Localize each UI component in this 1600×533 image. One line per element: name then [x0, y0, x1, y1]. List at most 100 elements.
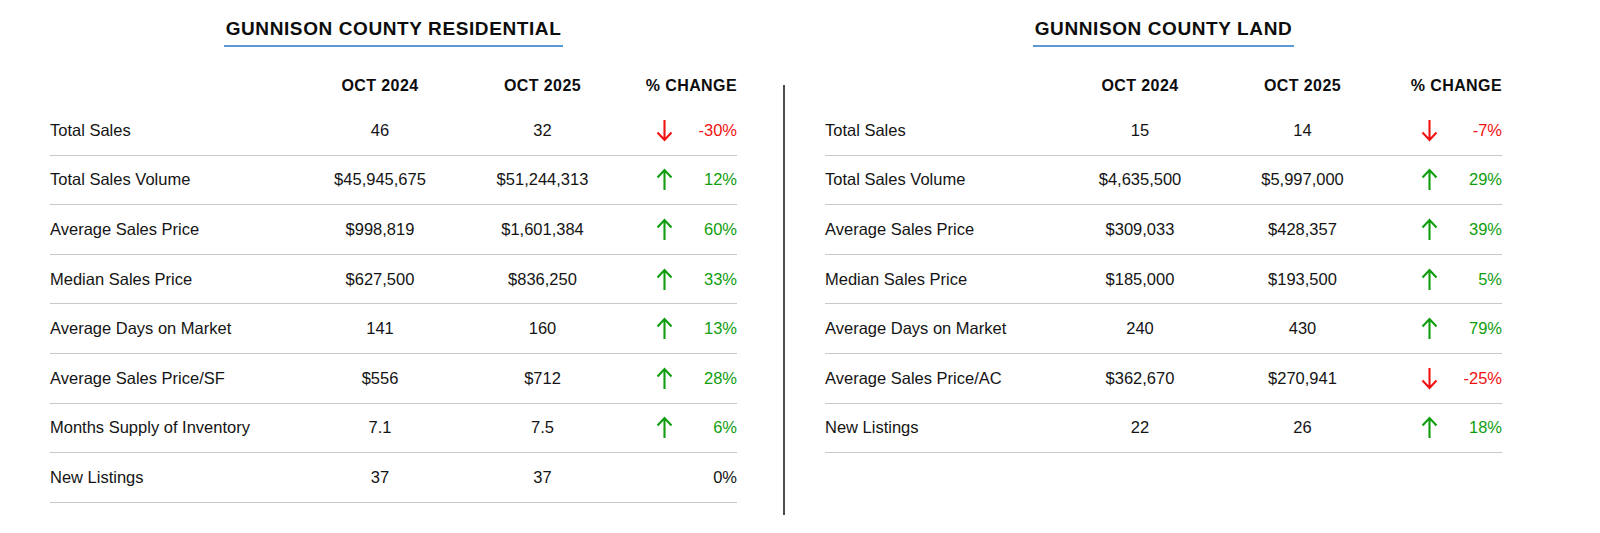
table-title: GUNNISON COUNTY LAND [1033, 18, 1295, 47]
cell-oct-2025: $193,500 [1220, 270, 1385, 289]
row-label: Average Sales Price/SF [50, 369, 300, 388]
cell-change: -25% [1385, 367, 1502, 390]
land-table: GUNNISON COUNTY LAND OCT 2024 OCT 2025 %… [825, 0, 1502, 48]
header-change: % CHANGE [625, 77, 737, 95]
cell-oct-2025: 430 [1220, 319, 1385, 338]
table-row: New Listings 37 37 0% [50, 453, 737, 503]
cell-oct-2024: 37 [300, 468, 460, 487]
cell-change: 18% [1385, 416, 1502, 439]
header-oct-2024: OCT 2024 [300, 77, 460, 95]
row-label: Average Sales Price [50, 220, 300, 239]
row-label: New Listings [825, 418, 1060, 437]
cell-oct-2025: 14 [1220, 121, 1385, 140]
table-row: Median Sales Price $627,500 $836,250 33% [50, 255, 737, 305]
cell-change: 12% [625, 168, 737, 191]
change-value: -25% [1450, 369, 1502, 388]
cell-change: 13% [625, 317, 737, 340]
table-row: Average Sales Price $998,819 $1,601,384 … [50, 205, 737, 255]
up-arrow-icon [1421, 416, 1438, 439]
change-value: 60% [685, 220, 737, 239]
change-value: 18% [1450, 418, 1502, 437]
table-row: Average Days on Market 141 160 13% [50, 304, 737, 354]
up-arrow-icon [1421, 218, 1438, 241]
cell-oct-2024: $998,819 [300, 220, 460, 239]
up-arrow-icon [656, 168, 673, 191]
cell-oct-2024: 141 [300, 319, 460, 338]
cell-change: -7% [1385, 119, 1502, 142]
cell-oct-2025: 26 [1220, 418, 1385, 437]
cell-change: 5% [1385, 268, 1502, 291]
change-value: 6% [685, 418, 737, 437]
row-label: Total Sales [825, 121, 1060, 140]
cell-oct-2025: 37 [460, 468, 625, 487]
up-arrow-icon [1421, 317, 1438, 340]
cell-oct-2024: 22 [1060, 418, 1220, 437]
cell-oct-2024: 15 [1060, 121, 1220, 140]
row-label: Median Sales Price [825, 270, 1060, 289]
table-row: Total Sales 46 32 -30% [50, 106, 737, 156]
row-label: Average Days on Market [50, 319, 300, 338]
row-label: Average Sales Price/AC [825, 369, 1060, 388]
change-value: 5% [1450, 270, 1502, 289]
cell-oct-2025: 7.5 [460, 418, 625, 437]
down-arrow-icon [1421, 119, 1438, 142]
cell-oct-2024: $362,670 [1060, 369, 1220, 388]
residential-title-wrap: GUNNISON COUNTY RESIDENTIAL [50, 0, 737, 48]
row-label: Average Days on Market [825, 319, 1060, 338]
up-arrow-icon [656, 416, 673, 439]
row-label: Median Sales Price [50, 270, 300, 289]
table-header-row: OCT 2024 OCT 2025 % CHANGE [50, 66, 737, 106]
cell-oct-2025: $270,941 [1220, 369, 1385, 388]
cell-oct-2025: $836,250 [460, 270, 625, 289]
up-arrow-icon [1421, 268, 1438, 291]
cell-oct-2024: $45,945,675 [300, 170, 460, 189]
cell-oct-2025: $51,244,313 [460, 170, 625, 189]
table-row: Average Sales Price/SF $556 $712 28% [50, 354, 737, 404]
change-value: 79% [1450, 319, 1502, 338]
change-value: -30% [685, 121, 737, 140]
table-row: Total Sales Volume $45,945,675 $51,244,3… [50, 156, 737, 206]
cell-oct-2024: 7.1 [300, 418, 460, 437]
row-label: Total Sales [50, 121, 300, 140]
cell-oct-2024: 240 [1060, 319, 1220, 338]
cell-change: 79% [1385, 317, 1502, 340]
change-value: 28% [685, 369, 737, 388]
cell-oct-2024: $309,033 [1060, 220, 1220, 239]
change-value: 13% [685, 319, 737, 338]
land-title-wrap: GUNNISON COUNTY LAND [825, 0, 1502, 48]
cell-oct-2024: $556 [300, 369, 460, 388]
up-arrow-icon [656, 367, 673, 390]
table-row: Average Days on Market 240 430 79% [825, 304, 1502, 354]
cell-change: 39% [1385, 218, 1502, 241]
row-label: Total Sales Volume [825, 170, 1060, 189]
cell-oct-2025: $1,601,384 [460, 220, 625, 239]
change-value: 0% [685, 468, 737, 487]
cell-change: 60% [625, 218, 737, 241]
row-label: Average Sales Price [825, 220, 1060, 239]
table-row: Median Sales Price $185,000 $193,500 5% [825, 255, 1502, 305]
table-row: Average Sales Price/AC $362,670 $270,941… [825, 354, 1502, 404]
cell-oct-2025: $428,357 [1220, 220, 1385, 239]
cell-oct-2025: 32 [460, 121, 625, 140]
up-arrow-icon [1421, 168, 1438, 191]
down-arrow-icon [656, 119, 673, 142]
header-change: % CHANGE [1385, 77, 1502, 95]
table-divider [783, 85, 785, 515]
header-oct-2025: OCT 2025 [460, 77, 625, 95]
table-row: Total Sales Volume $4,635,500 $5,997,000… [825, 156, 1502, 206]
cell-oct-2025: $712 [460, 369, 625, 388]
table-body: Total Sales 15 14 -7% Total Sales Volume… [825, 106, 1502, 453]
table-header-row: OCT 2024 OCT 2025 % CHANGE [825, 66, 1502, 106]
table-body: Total Sales 46 32 -30% Total Sales Volum… [50, 106, 737, 503]
change-value: 29% [1450, 170, 1502, 189]
header-oct-2024: OCT 2024 [1060, 77, 1220, 95]
cell-change: -30% [625, 119, 737, 142]
cell-change: 6% [625, 416, 737, 439]
cell-change: 0% [625, 468, 737, 487]
row-label: Total Sales Volume [50, 170, 300, 189]
cell-change: 33% [625, 268, 737, 291]
cell-oct-2024: $4,635,500 [1060, 170, 1220, 189]
header-oct-2025: OCT 2025 [1220, 77, 1385, 95]
up-arrow-icon [656, 268, 673, 291]
change-value: 39% [1450, 220, 1502, 239]
